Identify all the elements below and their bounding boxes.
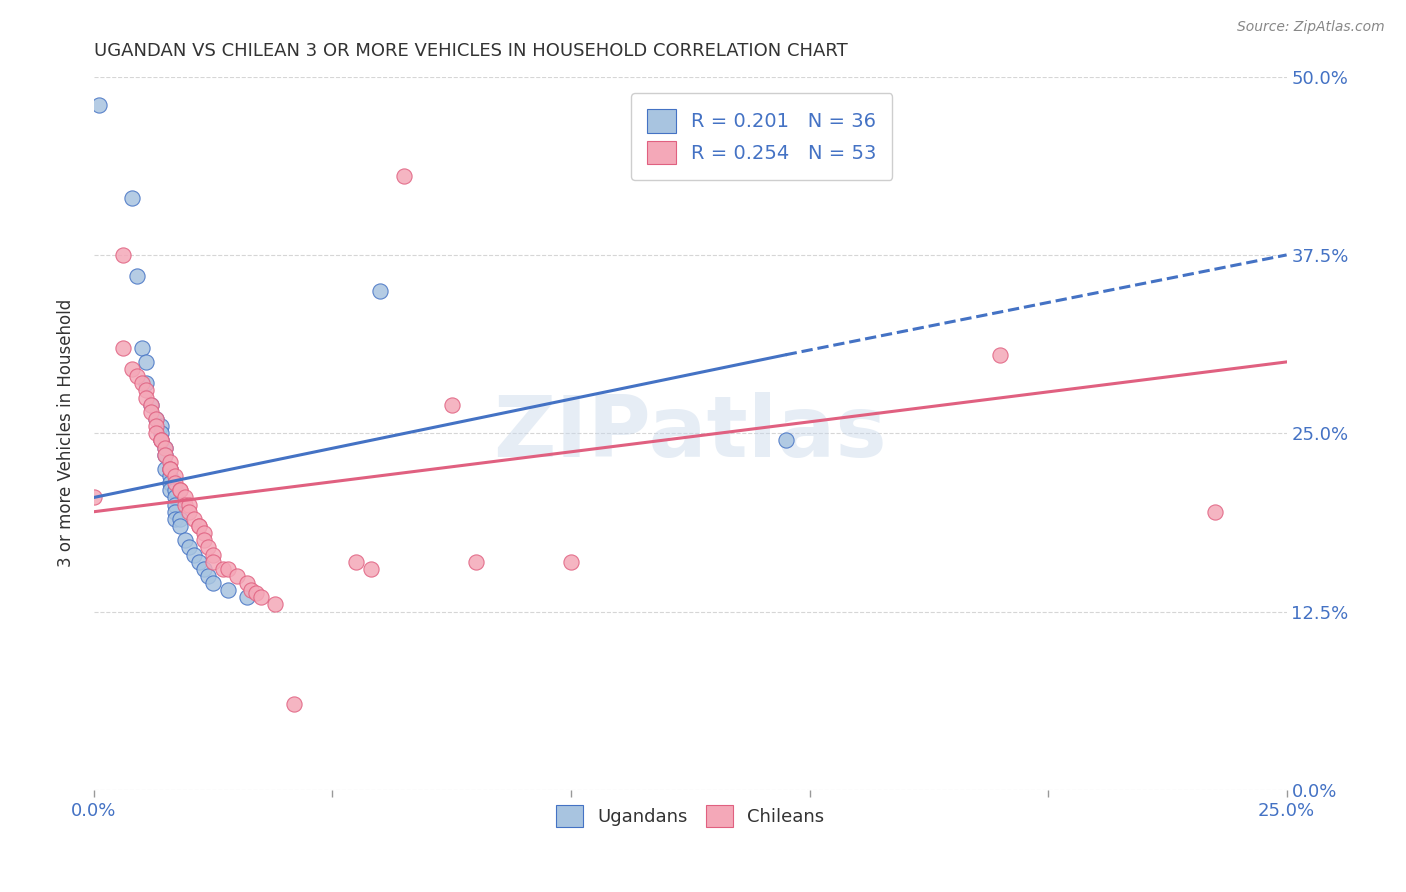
- Point: [135, 391, 157, 405]
- Point: [173, 533, 195, 548]
- Point: [202, 576, 225, 591]
- Point: [149, 434, 172, 448]
- Point: [163, 469, 186, 483]
- Text: Source: ZipAtlas.com: Source: ZipAtlas.com: [1237, 20, 1385, 34]
- Point: [87, 98, 110, 112]
- Point: [155, 441, 177, 455]
- Point: [135, 384, 157, 398]
- Point: [121, 191, 143, 205]
- Point: [159, 462, 181, 476]
- Point: [149, 434, 172, 448]
- Point: [163, 505, 186, 519]
- Point: [264, 598, 287, 612]
- Point: [211, 562, 233, 576]
- Point: [197, 541, 219, 555]
- Point: [202, 548, 225, 562]
- Point: [183, 548, 205, 562]
- Point: [145, 412, 167, 426]
- Point: [217, 562, 239, 576]
- Point: [464, 555, 486, 569]
- Point: [159, 462, 181, 476]
- Point: [159, 462, 181, 476]
- Point: [121, 362, 143, 376]
- Point: [183, 512, 205, 526]
- Y-axis label: 3 or more Vehicles in Household: 3 or more Vehicles in Household: [58, 299, 75, 567]
- Point: [202, 555, 225, 569]
- Point: [159, 455, 181, 469]
- Point: [193, 533, 215, 548]
- Point: [250, 591, 273, 605]
- Point: [163, 476, 186, 491]
- Point: [145, 412, 167, 426]
- Point: [145, 426, 167, 441]
- Point: [155, 462, 177, 476]
- Point: [163, 498, 186, 512]
- Point: [187, 519, 209, 533]
- Point: [169, 512, 191, 526]
- Point: [283, 698, 305, 712]
- Point: [179, 505, 201, 519]
- Point: [217, 583, 239, 598]
- Text: ZIPatlas: ZIPatlas: [494, 392, 887, 475]
- Point: [131, 341, 153, 355]
- Point: [131, 376, 153, 391]
- Point: [173, 498, 195, 512]
- Point: [169, 483, 191, 498]
- Point: [141, 398, 163, 412]
- Point: [163, 512, 186, 526]
- Point: [125, 369, 148, 384]
- Point: [187, 519, 209, 533]
- Point: [83, 491, 105, 505]
- Point: [187, 555, 209, 569]
- Point: [149, 434, 172, 448]
- Point: [245, 586, 267, 600]
- Point: [141, 405, 163, 419]
- Point: [169, 483, 191, 498]
- Point: [159, 483, 181, 498]
- Point: [226, 569, 249, 583]
- Point: [159, 469, 181, 483]
- Point: [111, 248, 134, 262]
- Point: [169, 519, 191, 533]
- Point: [1204, 505, 1226, 519]
- Point: [368, 284, 391, 298]
- Point: [149, 426, 172, 441]
- Point: [163, 483, 186, 498]
- Point: [235, 591, 257, 605]
- Point: [155, 448, 177, 462]
- Point: [179, 498, 201, 512]
- Point: [988, 348, 1011, 362]
- Point: [125, 269, 148, 284]
- Point: [155, 441, 177, 455]
- Point: [235, 576, 257, 591]
- Point: [775, 434, 797, 448]
- Point: [135, 355, 157, 369]
- Point: [392, 169, 415, 184]
- Point: [240, 583, 263, 598]
- Point: [111, 341, 134, 355]
- Point: [149, 419, 172, 434]
- Point: [159, 476, 181, 491]
- Point: [173, 491, 195, 505]
- Point: [560, 555, 582, 569]
- Point: [141, 398, 163, 412]
- Legend: Ugandans, Chileans: Ugandans, Chileans: [548, 798, 832, 834]
- Point: [344, 555, 367, 569]
- Point: [155, 448, 177, 462]
- Text: UGANDAN VS CHILEAN 3 OR MORE VEHICLES IN HOUSEHOLD CORRELATION CHART: UGANDAN VS CHILEAN 3 OR MORE VEHICLES IN…: [94, 42, 848, 60]
- Point: [145, 419, 167, 434]
- Point: [193, 526, 215, 541]
- Point: [360, 562, 382, 576]
- Point: [135, 376, 157, 391]
- Point: [193, 562, 215, 576]
- Point: [197, 569, 219, 583]
- Point: [179, 541, 201, 555]
- Point: [163, 491, 186, 505]
- Point: [440, 398, 463, 412]
